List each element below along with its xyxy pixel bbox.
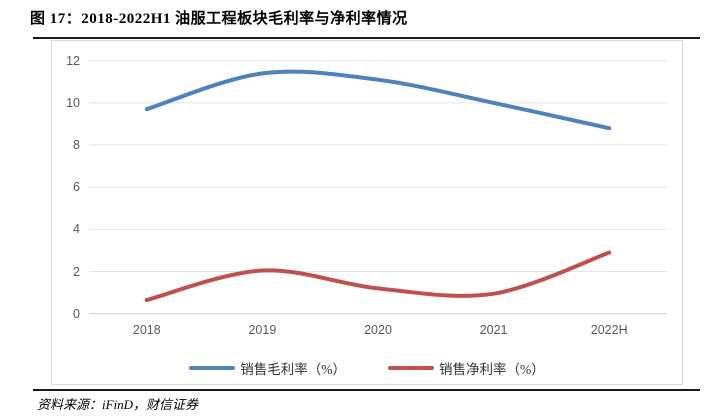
y-tick-label: 12	[66, 53, 80, 68]
chart-legend: 销售毛利率（%） 销售净利率（%）	[52, 358, 682, 378]
x-tick-label: 2021	[479, 323, 508, 337]
gross-margin-legend-swatch	[189, 366, 236, 370]
legend-item-gross-margin: 销售毛利率（%）	[189, 358, 346, 378]
y-tick-label: 10	[66, 95, 80, 110]
gross-margin-line	[144, 69, 612, 131]
bottom-divider	[33, 389, 700, 391]
x-tick-label: 2019	[248, 323, 277, 337]
y-tick-label: 6	[73, 180, 80, 195]
net-margin-legend-swatch	[388, 366, 434, 370]
title-divider	[33, 37, 700, 39]
y-tick-label: 0	[73, 306, 80, 321]
net-margin-legend-label: 销售净利率（%）	[439, 362, 545, 377]
figure-title: 图 17：2018-2022H1 油服工程板块毛利率与净利率情况	[30, 11, 408, 27]
x-tick-label: 2020	[364, 323, 392, 337]
y-tick-label: 8	[73, 138, 80, 153]
y-tick-label: 2	[73, 264, 80, 279]
x-tick-label: 2018	[132, 323, 161, 337]
net-margin-line	[144, 250, 612, 302]
x-tick-label: 2022H	[590, 323, 628, 337]
plot-area	[89, 60, 667, 315]
gross-margin-legend-label: 销售毛利率（%）	[240, 362, 346, 377]
legend-item-net-margin: 销售净利率（%）	[388, 358, 545, 378]
y-tick-label: 4	[73, 222, 80, 237]
source-note: 资料来源：iFinD，财信证券	[37, 397, 199, 412]
chart-panel: 0 2 4 6 8 10 12 2018 2019 2020 2021 2022H 销售毛利率（%）…	[51, 40, 683, 385]
